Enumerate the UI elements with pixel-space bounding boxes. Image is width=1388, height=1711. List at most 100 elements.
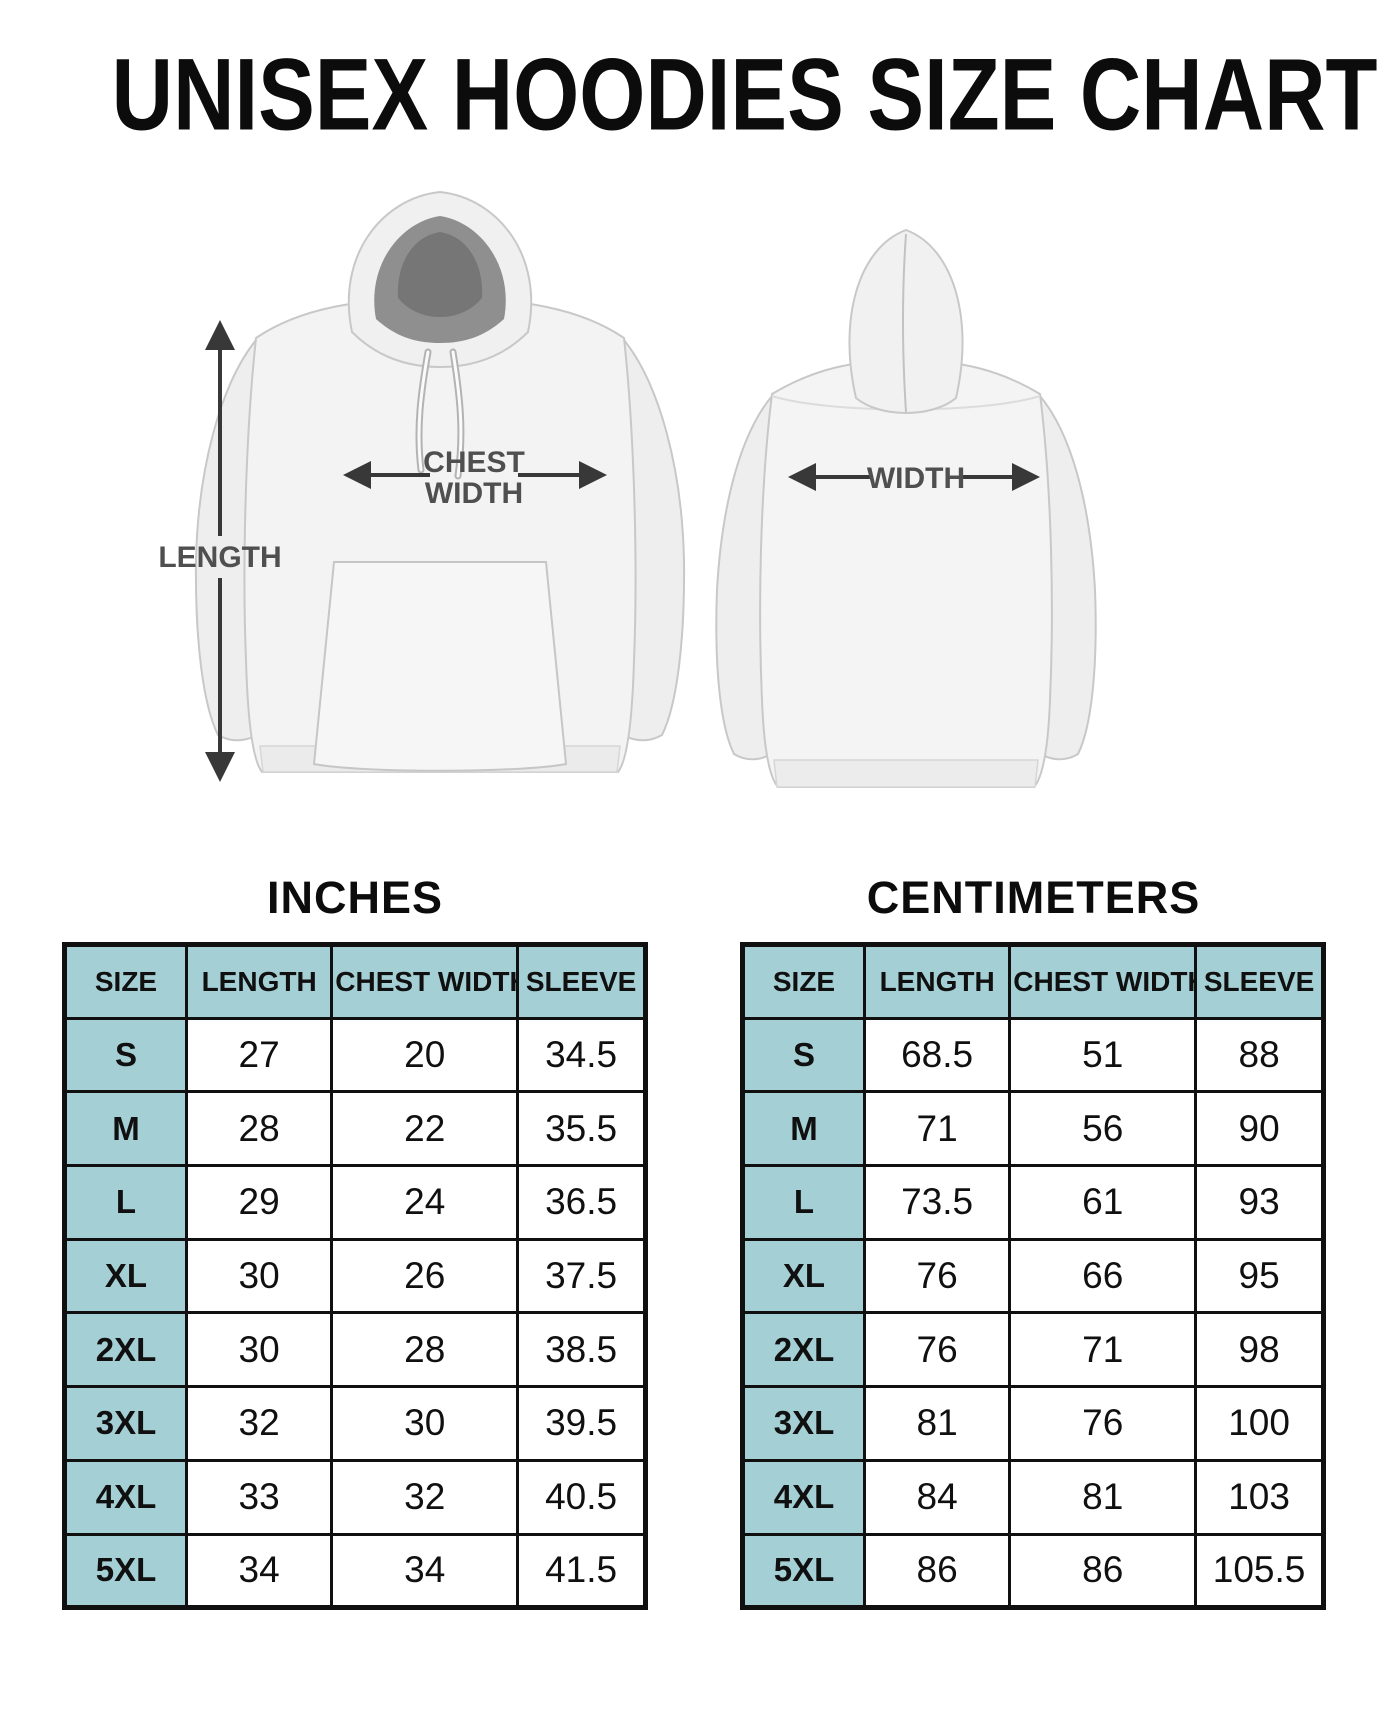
size-cell: L: [63, 1164, 188, 1241]
table-row: L 73.5 61 93: [741, 1164, 1325, 1241]
header-row: SIZE LENGTH CHEST WIDTH SLEEVE: [741, 943, 1325, 1020]
value-cell: 30: [184, 1311, 334, 1389]
size-cell: S: [741, 1016, 866, 1094]
value-cell: 28: [330, 1311, 520, 1389]
value-cell: 34.5: [516, 1016, 647, 1094]
page-title-text: UNISEX HOODIES SIZE CHART: [111, 37, 1378, 153]
size-cell: XL: [741, 1237, 866, 1315]
size-cell: L: [741, 1164, 866, 1241]
table-row: 2XL 76 71 98: [741, 1311, 1325, 1389]
value-cell: 81: [862, 1385, 1012, 1462]
value-cell: 34: [184, 1532, 334, 1610]
value-cell: 24: [330, 1164, 520, 1241]
value-cell: 90: [1194, 1090, 1325, 1168]
column-header: LENGTH: [184, 943, 334, 1020]
centimeters-size-table: SIZE LENGTH CHEST WIDTH SLEEVE S 68.5 51 88 M 71 5…: [740, 942, 1326, 1611]
centimeters-label: CENTIMETERS: [866, 872, 1201, 923]
table-row: M 71 56 90: [741, 1090, 1325, 1168]
value-cell: 51: [1008, 1016, 1198, 1094]
value-cell: 68.5: [862, 1016, 1012, 1094]
table-row: 4XL 84 81 103: [741, 1458, 1325, 1536]
value-cell: 61: [1008, 1164, 1198, 1241]
back-width-arrow: WIDTH: [788, 462, 1040, 495]
header-row: SIZE LENGTH CHEST WIDTH SLEEVE: [63, 943, 647, 1020]
value-cell: 76: [862, 1311, 1012, 1389]
size-cell: M: [741, 1090, 866, 1168]
value-cell: 88: [1194, 1016, 1325, 1094]
column-header: CHEST WIDTH: [330, 943, 520, 1020]
table-row: 2XL 30 28 38.5: [63, 1311, 647, 1389]
back-hood-seam: [902, 233, 907, 413]
size-cell: 5XL: [741, 1532, 866, 1610]
chest-width-label-line1: CHEST: [423, 446, 525, 479]
value-cell: 76: [862, 1237, 1012, 1315]
size-cell: 4XL: [741, 1458, 866, 1536]
value-cell: 86: [1008, 1532, 1198, 1610]
value-cell: 71: [1008, 1311, 1198, 1389]
value-cell: 30: [330, 1385, 520, 1462]
table-row: S 68.5 51 88: [741, 1016, 1325, 1094]
size-cell: 2XL: [63, 1311, 188, 1389]
value-cell: 37.5: [516, 1237, 647, 1315]
back-hood: [848, 228, 964, 414]
value-cell: 26: [330, 1237, 520, 1315]
table-row: S 27 20 34.5: [63, 1016, 647, 1094]
value-cell: 76: [1008, 1385, 1198, 1462]
table-row: 5XL 86 86 105.5: [741, 1532, 1325, 1610]
size-cell: 3XL: [63, 1385, 188, 1462]
size-cell: 2XL: [741, 1311, 866, 1389]
value-cell: 27: [184, 1016, 334, 1094]
table-row: M 28 22 35.5: [63, 1090, 647, 1168]
value-cell: 71: [862, 1090, 1012, 1168]
value-cell: 86: [862, 1532, 1012, 1610]
column-header: LENGTH: [862, 943, 1012, 1020]
chest-width-arrow: CHEST WIDTH: [343, 446, 607, 510]
value-cell: 35.5: [516, 1090, 647, 1168]
back-body: [759, 358, 1053, 788]
chest-width-label-line2: WIDTH: [425, 477, 523, 510]
value-cell: 36.5: [516, 1164, 647, 1241]
column-header: SIZE: [63, 943, 188, 1020]
value-cell: 56: [1008, 1090, 1198, 1168]
front-kangaroo-pocket: [312, 561, 568, 772]
value-cell: 98: [1194, 1311, 1325, 1389]
value-cell: 40.5: [516, 1458, 647, 1536]
value-cell: 33: [184, 1458, 334, 1536]
inches-size-table: SIZE LENGTH CHEST WIDTH SLEEVE S 27 20 34.5 M 28 2…: [62, 942, 648, 1611]
table-row: XL 30 26 37.5: [63, 1237, 647, 1315]
value-cell: 73.5: [862, 1164, 1012, 1241]
value-cell: 95: [1194, 1237, 1325, 1315]
length-label: LENGTH: [158, 541, 281, 574]
value-cell: 29: [184, 1164, 334, 1241]
value-cell: 93: [1194, 1164, 1325, 1241]
value-cell: 100: [1194, 1385, 1325, 1462]
column-header: SLEEVE: [516, 943, 647, 1020]
column-header: SIZE: [741, 943, 866, 1020]
back-waistband: [773, 759, 1039, 788]
length-arrow: LENGTH: [158, 320, 282, 782]
size-cell: XL: [63, 1237, 188, 1315]
back-hoodie-illustration: [715, 228, 1097, 788]
value-cell: 32: [330, 1458, 520, 1536]
value-cell: 41.5: [516, 1532, 647, 1610]
hoodie-size-diagram: LENGTH CHEST WIDTH WIDTH: [158, 190, 1097, 788]
size-cell: M: [63, 1090, 188, 1168]
front-hood-interior: [397, 232, 483, 317]
size-cell: 3XL: [741, 1385, 866, 1462]
table-row: L 29 24 36.5: [63, 1164, 647, 1241]
value-cell: 38.5: [516, 1311, 647, 1389]
column-header: CHEST WIDTH: [1008, 943, 1198, 1020]
value-cell: 34: [330, 1532, 520, 1610]
value-cell: 81: [1008, 1458, 1198, 1536]
value-cell: 30: [184, 1237, 334, 1315]
table-row: 3XL 81 76 100: [741, 1385, 1325, 1462]
table-row: 4XL 33 32 40.5: [63, 1458, 647, 1536]
value-cell: 22: [330, 1090, 520, 1168]
size-cell: 5XL: [63, 1532, 188, 1610]
table-row: XL 76 66 95: [741, 1237, 1325, 1315]
page-title: UNISEX HOODIES SIZE CHART: [0, 37, 1388, 153]
back-width-label: WIDTH: [867, 462, 965, 495]
table-row: 3XL 32 30 39.5: [63, 1385, 647, 1462]
value-cell: 105.5: [1194, 1532, 1325, 1610]
